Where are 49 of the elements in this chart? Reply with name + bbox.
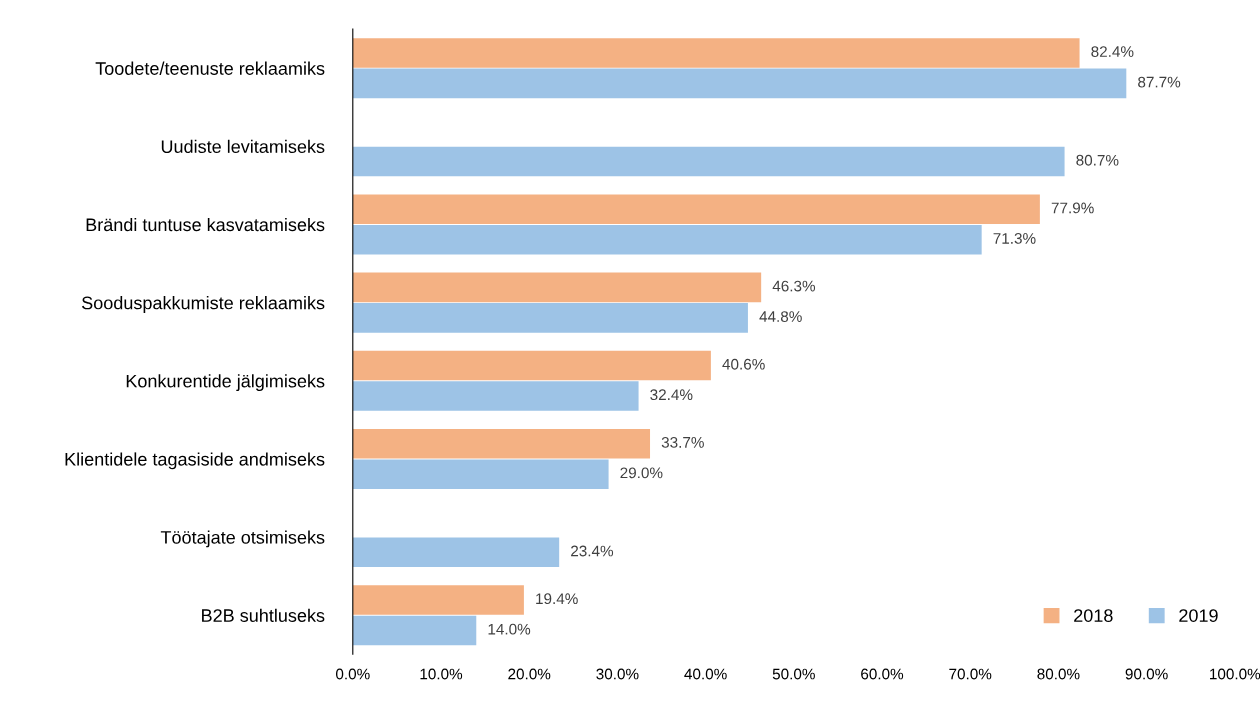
x-tick-label: 10.0% <box>420 668 463 680</box>
bar <box>352 303 748 333</box>
y-tick-label: Uudiste levitamiseks <box>161 139 325 154</box>
x-tick-label: 80.0% <box>1037 668 1080 680</box>
x-tick-label: 40.0% <box>684 668 727 680</box>
bar <box>352 615 477 646</box>
data-label: 23.4% <box>571 545 614 557</box>
data-label: 29.0% <box>620 467 663 479</box>
y-tick-label: Konkurentide jälgimiseks <box>126 374 325 392</box>
bar <box>352 585 524 615</box>
bar <box>352 146 1065 177</box>
x-tick-label: 60.0% <box>861 668 904 680</box>
x-tick-label: 50.0% <box>772 668 815 680</box>
y-tick-label: Klientidele tagasiside andmiseks <box>65 452 325 470</box>
data-label: 82.4% <box>1091 46 1134 58</box>
bar <box>352 194 1040 224</box>
bar <box>352 38 1080 68</box>
data-label: 87.7% <box>1138 76 1181 88</box>
bar <box>352 459 609 489</box>
x-tick-label: 70.0% <box>949 668 992 680</box>
x-tick-label: 90.0% <box>1125 668 1168 680</box>
y-tick-label: Töötajate otsimiseks <box>160 530 325 548</box>
x-tick-label: 20.0% <box>508 668 551 680</box>
bar <box>352 272 762 303</box>
data-label: 71.3% <box>993 232 1036 244</box>
data-label: 33.7% <box>661 436 704 448</box>
bar <box>352 68 1127 99</box>
data-label: 77.9% <box>1051 202 1094 214</box>
bar <box>352 537 560 568</box>
y-tick-label: B2B suhtluseks <box>202 608 325 622</box>
x-tick-label: 100.0% <box>1210 668 1260 680</box>
y-tick-label: Sooduspakkumiste reklaamiks <box>82 296 325 313</box>
data-label: 32.4% <box>650 389 693 401</box>
data-label: 40.6% <box>722 358 765 370</box>
x-tick-label: 30.0% <box>596 668 639 680</box>
data-label: 14.0% <box>488 623 531 635</box>
x-tick-label: 0.0% <box>335 668 370 680</box>
bar <box>352 224 982 255</box>
bar <box>352 350 711 381</box>
data-label: 46.3% <box>772 280 816 292</box>
bar <box>352 381 639 411</box>
legend-label: 2018 <box>1074 609 1113 622</box>
y-tick-label: Brändi tuntuse kasvatamiseks <box>86 217 325 232</box>
y-tick-label: Toodete/teenuste reklaamiks <box>95 61 325 75</box>
data-label: 44.8% <box>759 311 802 322</box>
legend-label: 2019 <box>1179 609 1218 622</box>
data-label: 80.7% <box>1076 154 1119 166</box>
bar <box>352 428 651 459</box>
data-label: 19.4% <box>536 593 578 605</box>
